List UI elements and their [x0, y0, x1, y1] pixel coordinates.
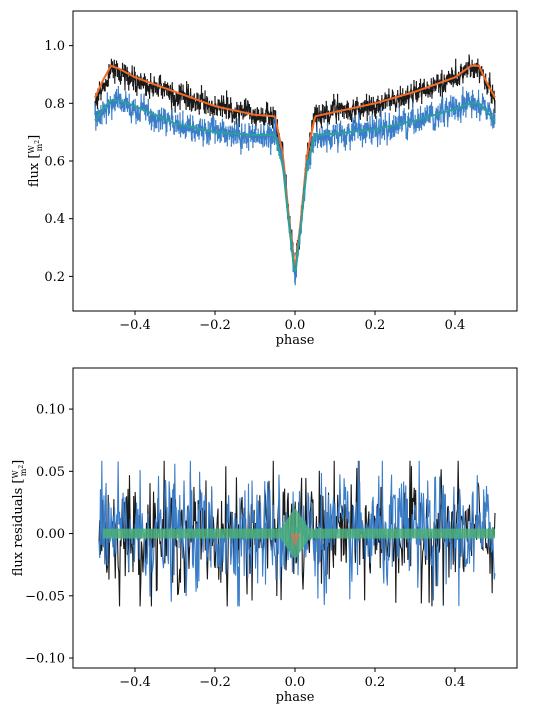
x-tick-label: 0.4: [445, 318, 466, 333]
series-observed-0: [94, 54, 496, 275]
y-tick-label: 0.8: [44, 97, 65, 112]
y-tick-label: 0.00: [36, 527, 65, 542]
y-tick-label: 0.6: [44, 155, 65, 170]
x-axis-label: phase: [276, 690, 315, 705]
flux-chart: −0.4 −0.2 0.0 0.2 0.4 0.2 0.4 0.6 0.8 1.0 phase flu…: [27, 10, 518, 348]
x-tick-label: −0.4: [119, 675, 151, 690]
x-axis-label: phase: [276, 333, 315, 348]
y-tick-label: −0.10: [25, 652, 65, 667]
y-tick-label: 1.0: [44, 39, 65, 54]
svg-text:flux [Wm2]: flux [Wm2]: [27, 135, 44, 187]
y-tick-label: 0.4: [44, 212, 65, 227]
x-tick-label: 0.2: [365, 318, 386, 333]
zero-band: [103, 508, 495, 559]
x-tick-label: −0.4: [119, 318, 151, 333]
plot-area: [94, 54, 496, 286]
series-model-3: [94, 99, 496, 272]
svg-text:flux residuals [Wm2]: flux residuals [Wm2]: [11, 460, 28, 576]
x-tick-label: 0.4: [445, 675, 466, 690]
x-tick-label: 0.0: [285, 318, 306, 333]
y-tick-label: 0.10: [36, 403, 65, 418]
y-axis-label: flux [Wm2]: [27, 135, 44, 187]
y-axis-label: flux residuals [Wm2]: [11, 460, 28, 576]
x-tick-label: 0.0: [285, 675, 306, 690]
series-model-1: [94, 64, 496, 266]
y-tick-label: −0.05: [25, 589, 65, 604]
x-tick-label: −0.2: [199, 675, 231, 690]
x-tick-label: −0.2: [199, 318, 231, 333]
x-tick-label: 0.2: [365, 675, 386, 690]
zero-band-core: [290, 533, 300, 548]
residuals-chart: −0.4 −0.2 0.0 0.2 0.4 −0.10 −0.05 0.00 0.05 0.10 p…: [11, 367, 518, 705]
series-observed-2: [94, 86, 496, 286]
y-tick-label: 0.05: [36, 465, 65, 480]
y-tick-label: 0.2: [44, 270, 65, 285]
plot-area: [98, 460, 496, 607]
